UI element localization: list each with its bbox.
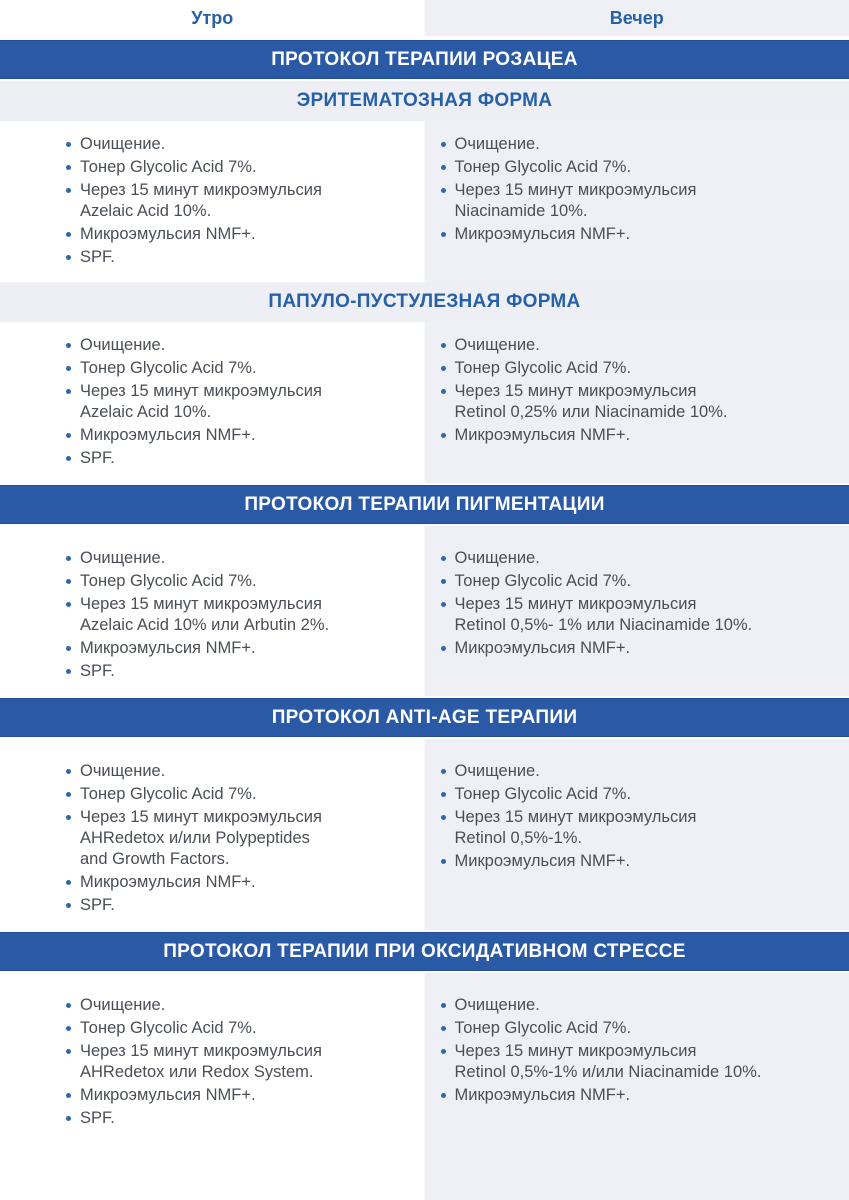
protocol-step-item: Тонер Glycolic Acid 7%. xyxy=(65,358,397,379)
protocol-step-item: Очищение. xyxy=(440,548,810,569)
protocol-step-item: Очищение. xyxy=(65,548,397,569)
protocol-step-item: Микроэмульсия NMF+. xyxy=(65,1085,397,1106)
protocol-step-item: Тонер Glycolic Acid 7%. xyxy=(65,571,397,592)
column-headers-row: Утро Вечер xyxy=(0,0,849,38)
protocol-step-item: Микроэмульсия NMF+. xyxy=(440,638,810,659)
morning-steps-list: Очищение. Тонер Glycolic Acid 7%. Через 15… xyxy=(0,739,425,930)
morning-steps-list: Очищение. Тонер Glycolic Acid 7%. Через 15… xyxy=(0,526,425,696)
morning-steps-list: Очищение. Тонер Glycolic Acid 7%. Через 15… xyxy=(0,973,425,1200)
protocol-title-pigmentation-label: ПРОТОКОЛ ТЕРАПИИ ПИГМЕНТАЦИИ xyxy=(244,493,605,515)
protocol-step-item: Тонер Glycolic Acid 7%. xyxy=(440,571,810,592)
protocol-step-item: Тонер Glycolic Acid 7%. xyxy=(440,358,810,379)
protocol-step-item: Микроэмульсия NMF+. xyxy=(65,224,397,245)
protocol-step-item: Очищение. xyxy=(65,995,397,1016)
protocol-step-item: Микроэмульсия NMF+. xyxy=(440,1085,810,1106)
protocol-step-item: SPF. xyxy=(65,1108,397,1129)
protocol-step-item: Через 15 минут микроэмульсия Retinol 0,5… xyxy=(440,1041,810,1083)
protocol-step-item: Тонер Glycolic Acid 7%. xyxy=(65,1018,397,1039)
protocol-step-item: Микроэмульсия NMF+. xyxy=(440,851,810,872)
protocol-title-rosacea: ПРОТОКОЛ ТЕРАПИИ РОЗАЦЕА xyxy=(0,38,849,81)
protocol-step-item: Тонер Glycolic Acid 7%. xyxy=(65,784,397,805)
subsection-title-erythematous-form-label: ЭРИТЕМАТОЗНАЯ ФОРМА xyxy=(296,90,553,111)
section-content-erythematous: Очищение. Тонер Glycolic Acid 7%. Через 15… xyxy=(0,121,849,282)
section-content-anti-age: Очищение. Тонер Glycolic Acid 7%. Через 15… xyxy=(0,739,849,930)
column-header-morning: Утро xyxy=(0,0,425,36)
protocol-step-item: Очищение. xyxy=(440,995,810,1016)
subsection-title-erythematous-form: ЭРИТЕМАТОЗНАЯ ФОРМА xyxy=(0,81,849,121)
evening-steps-list: Очищение. Тонер Glycolic Acid 7%. Через 15… xyxy=(425,121,849,282)
protocol-step-item: Микроэмульсия NMF+. xyxy=(440,224,810,245)
protocol-step-item: SPF. xyxy=(65,895,397,916)
protocol-step-item: Микроэмульсия NMF+. xyxy=(440,425,810,446)
subsection-title-papulopustular-form-label: ПАПУЛО-ПУСТУЛЕЗНАЯ ФОРМА xyxy=(268,291,581,312)
protocol-step-item: Через 15 минут микроэмульсия Retinol 0,2… xyxy=(440,381,810,423)
protocol-step-item: Тонер Glycolic Acid 7%. xyxy=(65,157,397,178)
protocol-step-item: Через 15 минут микроэмульсия Azelaic Aci… xyxy=(65,180,397,222)
column-header-morning-label: Утро xyxy=(191,7,234,28)
column-header-evening-label: Вечер xyxy=(609,7,664,28)
section-content-papulopustular: Очищение. Тонер Glycolic Acid 7%. Через 15… xyxy=(0,322,849,483)
protocol-step-item: SPF. xyxy=(65,247,397,268)
protocol-step-item: Через 15 минут микроэмульсия AHRedetox и… xyxy=(65,807,397,870)
protocol-step-item: Очищение. xyxy=(65,761,397,782)
evening-steps-list: Очищение. Тонер Glycolic Acid 7%. Через 15… xyxy=(425,973,849,1200)
protocol-step-item: Через 15 минут микроэмульсия Retinol 0,5… xyxy=(440,594,810,636)
protocol-step-item: Очищение. xyxy=(440,335,810,356)
protocol-step-item: Через 15 минут микроэмульсия Azelaic Aci… xyxy=(65,381,397,423)
column-header-evening: Вечер xyxy=(425,0,849,36)
evening-steps-list: Очищение. Тонер Glycolic Acid 7%. Через 15… xyxy=(425,526,849,696)
evening-steps-list: Очищение. Тонер Glycolic Acid 7%. Через 15… xyxy=(425,739,849,930)
evening-steps-list: Очищение. Тонер Glycolic Acid 7%. Через 15… xyxy=(425,322,849,483)
protocol-step-item: Через 15 минут микроэмульсия AHRedetox и… xyxy=(65,1041,397,1083)
protocol-step-item: Тонер Glycolic Acid 7%. xyxy=(440,157,810,178)
protocol-title-oxidative-stress-label: ПРОТОКОЛ ТЕРАПИИ ПРИ ОКСИДАТИВНОМ СТРЕСС… xyxy=(163,940,686,962)
protocol-step-item: SPF. xyxy=(65,448,397,469)
protocol-title-rosacea-label: ПРОТОКОЛ ТЕРАПИИ РОЗАЦЕА xyxy=(271,48,578,70)
protocol-step-item: Через 15 минут микроэмульсия Retinol 0,5… xyxy=(440,807,810,849)
morning-steps-list: Очищение. Тонер Glycolic Acid 7%. Через 15… xyxy=(0,322,425,483)
protocol-step-item: Очищение. xyxy=(440,134,810,155)
protocol-step-item: Очищение. xyxy=(440,761,810,782)
protocol-step-item: Очищение. xyxy=(65,335,397,356)
protocol-step-item: SPF. xyxy=(65,661,397,682)
protocol-title-oxidative-stress: ПРОТОКОЛ ТЕРАПИИ ПРИ ОКСИДАТИВНОМ СТРЕСС… xyxy=(0,930,849,973)
protocol-step-item: Микроэмульсия NMF+. xyxy=(65,872,397,893)
protocol-title-anti-age: ПРОТОКОЛ ANTI-AGE ТЕРАПИИ xyxy=(0,696,849,739)
section-content-oxidative-stress: Очищение. Тонер Glycolic Acid 7%. Через 15… xyxy=(0,973,849,1200)
protocol-title-pigmentation: ПРОТОКОЛ ТЕРАПИИ ПИГМЕНТАЦИИ xyxy=(0,483,849,526)
section-content-pigmentation: Очищение. Тонер Glycolic Acid 7%. Через 15… xyxy=(0,526,849,696)
morning-steps-list: Очищение. Тонер Glycolic Acid 7%. Через 15… xyxy=(0,121,425,282)
subsection-title-papulopustular-form: ПАПУЛО-ПУСТУЛЕЗНАЯ ФОРМА xyxy=(0,282,849,322)
protocol-step-item: Тонер Glycolic Acid 7%. xyxy=(440,784,810,805)
protocol-step-item: Микроэмульсия NMF+. xyxy=(65,638,397,659)
protocol-step-item: Очищение. xyxy=(65,134,397,155)
protocol-title-anti-age-label: ПРОТОКОЛ ANTI-AGE ТЕРАПИИ xyxy=(271,706,578,728)
protocol-step-item: Через 15 минут микроэмульсия Azelaic Aci… xyxy=(65,594,397,636)
protocol-step-item: Через 15 минут микроэмульсия Niacinamide… xyxy=(440,180,810,222)
protocol-step-item: Микроэмульсия NMF+. xyxy=(65,425,397,446)
protocol-step-item: Тонер Glycolic Acid 7%. xyxy=(440,1018,810,1039)
